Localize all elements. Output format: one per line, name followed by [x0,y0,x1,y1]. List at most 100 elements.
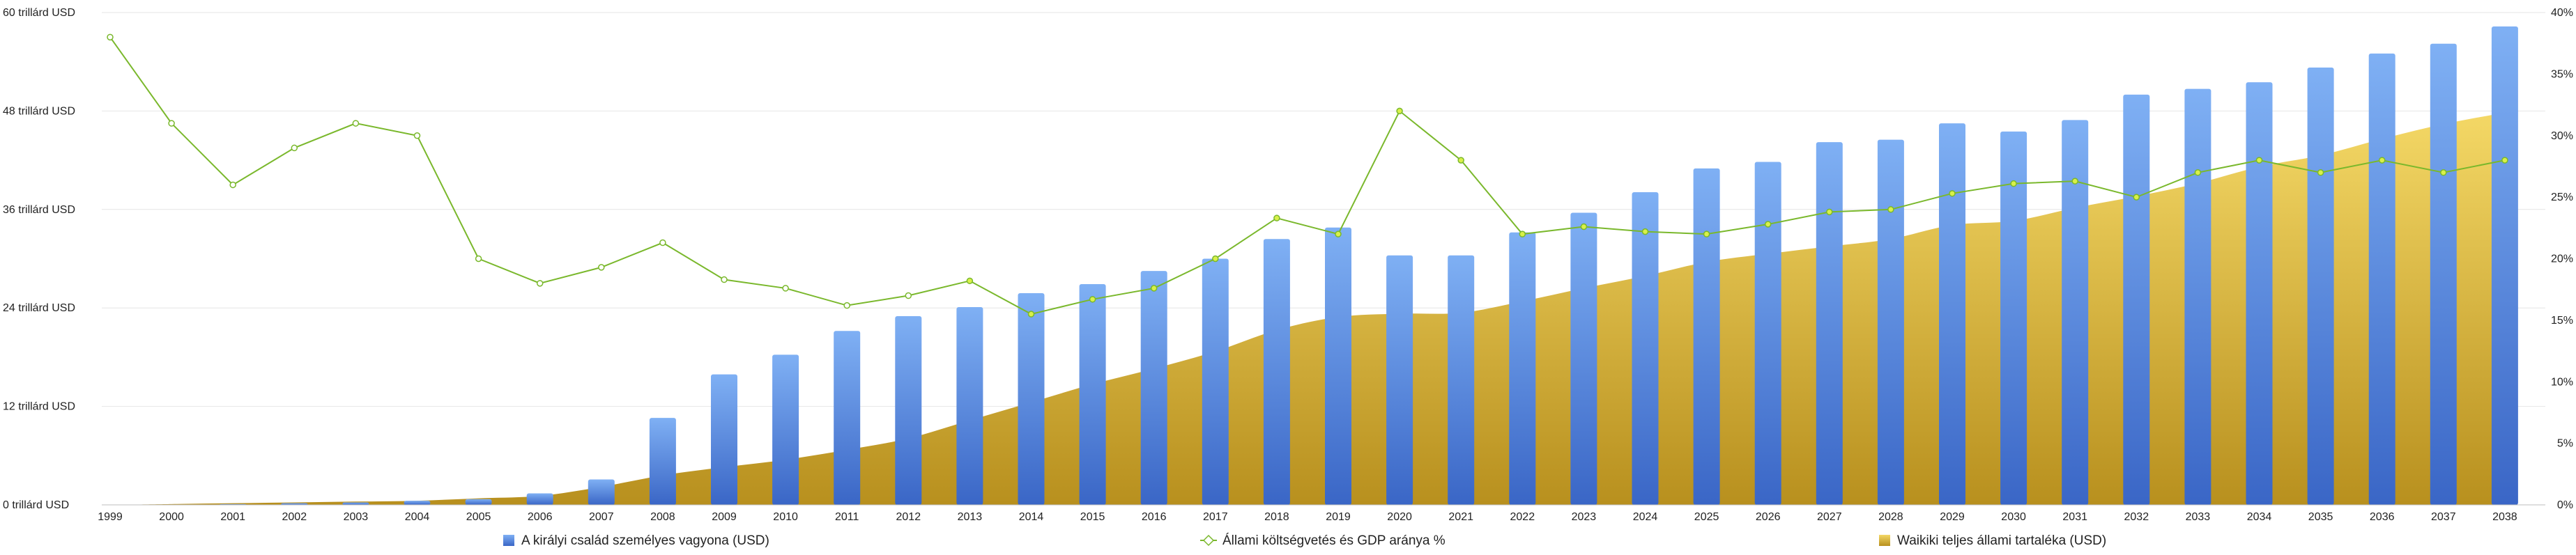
point-budget-gdp [843,302,850,309]
bar-wealth [1140,271,1167,505]
bar-wealth [281,503,308,505]
bar-wealth [1632,192,1659,505]
point-budget-gdp [352,120,360,127]
x-tick-label: 2011 [835,511,859,523]
point-budget-gdp [1703,230,1710,237]
y-right-tick-label: 10% [2551,376,2573,388]
point-budget-gdp [2071,178,2078,185]
x-tick-label: 2004 [405,511,430,523]
bar-wealth [2307,67,2334,505]
point-budget-gdp [2194,169,2202,176]
bar-wealth [1939,123,1965,505]
bar-wealth [1018,292,1045,505]
y-left-tick-label: 48 trillárd USD [3,105,75,117]
point-budget-gdp [1396,107,1403,115]
point-budget-gdp [2317,169,2324,176]
x-tick-label: 2026 [1756,511,1781,523]
point-budget-gdp [413,132,421,139]
point-budget-gdp [1335,230,1342,237]
x-tick-label: 2033 [2186,511,2211,523]
x-tick-label: 1999 [98,511,123,523]
x-tick-label: 2019 [1326,511,1351,523]
x-tick-label: 2001 [220,511,245,523]
x-tick-label: 2025 [1694,511,1719,523]
bar-wealth [2062,120,2089,505]
point-budget-gdp [1764,221,1772,228]
bar-wealth [834,331,861,505]
bar-wealth [2491,26,2518,505]
point-budget-gdp [291,144,298,152]
y-left-tick-label: 24 trillárd USD [3,302,75,314]
x-tick-label: 2029 [1940,511,1965,523]
point-budget-gdp [1212,255,1219,263]
x-tick-label: 2010 [773,511,798,523]
y-right-tick-label: 35% [2551,68,2573,80]
x-tick-label: 2021 [1448,511,1473,523]
bar-wealth [2368,53,2395,505]
point-budget-gdp [966,277,974,285]
bar-wealth [772,354,799,505]
point-budget-gdp [1641,228,1649,235]
bar-wealth [2123,94,2150,506]
x-tick-label: 2020 [1387,511,1412,523]
bar-wealth [1754,162,1781,505]
y-left-tick-label: 12 trillárd USD [3,401,75,413]
point-budget-gdp [905,292,912,299]
bar-wealth [1386,255,1413,505]
point-budget-gdp [536,280,544,287]
line-series [107,33,2508,318]
x-tick-label: 2008 [650,511,675,523]
area-reserve [110,112,2505,506]
legend-swatch-reserve [1879,535,1890,546]
bar-wealth [1816,142,1843,506]
x-tick-label: 2002 [282,511,307,523]
y-left-tick-label: 60 trillárd USD [3,7,75,19]
bar-wealth [2246,82,2273,506]
bar-wealth [1877,139,1904,505]
bar-wealth [1325,227,1351,505]
point-budget-gdp [1887,206,1894,213]
legend-swatch-budget-marker [1202,534,1215,547]
bar-wealth [465,499,492,505]
point-budget-gdp [659,239,666,247]
x-tick-label: 2035 [2308,511,2333,523]
y-right-tick-label: 25% [2551,191,2573,203]
point-budget-gdp [1457,157,1464,164]
x-tick-label: 2038 [2492,511,2517,523]
x-tick-label: 2012 [896,511,921,523]
area-series [110,112,2505,506]
bar-wealth [895,315,922,505]
bar-wealth [649,418,676,505]
bar-wealth [1570,212,1597,505]
x-tick-label: 2013 [958,511,983,523]
point-budget-gdp [229,181,236,189]
y-right-tick-label: 20% [2551,253,2573,265]
x-tick-label: 2037 [2431,511,2456,523]
point-budget-gdp [2501,157,2508,164]
point-budget-gdp [2255,157,2263,164]
bar-series [220,26,2518,506]
point-budget-gdp [1273,214,1280,221]
point-budget-gdp [782,285,789,292]
x-tick-label: 2014 [1019,511,1044,523]
x-tick-label: 2016 [1142,511,1167,523]
x-tick-label: 2005 [466,511,491,523]
point-budget-gdp [475,255,482,263]
x-tick-label: 2017 [1203,511,1228,523]
bar-wealth [711,374,737,505]
point-budget-gdp [168,120,175,127]
bar-wealth [526,493,553,505]
bar-wealth [1263,239,1290,505]
legend: A királyi család személyes vagyona (USD)… [503,533,2106,548]
x-tick-label: 2031 [2062,511,2087,523]
point-budget-gdp [721,276,728,283]
legend-swatch-wealth [503,535,514,546]
x-tick-label: 2036 [2370,511,2395,523]
point-budget-gdp [2440,169,2447,176]
x-tick-label: 2018 [1264,511,1289,523]
point-budget-gdp [1089,296,1096,303]
y-left-tick-label: 36 trillárd USD [3,204,75,216]
bar-wealth [1079,284,1106,505]
